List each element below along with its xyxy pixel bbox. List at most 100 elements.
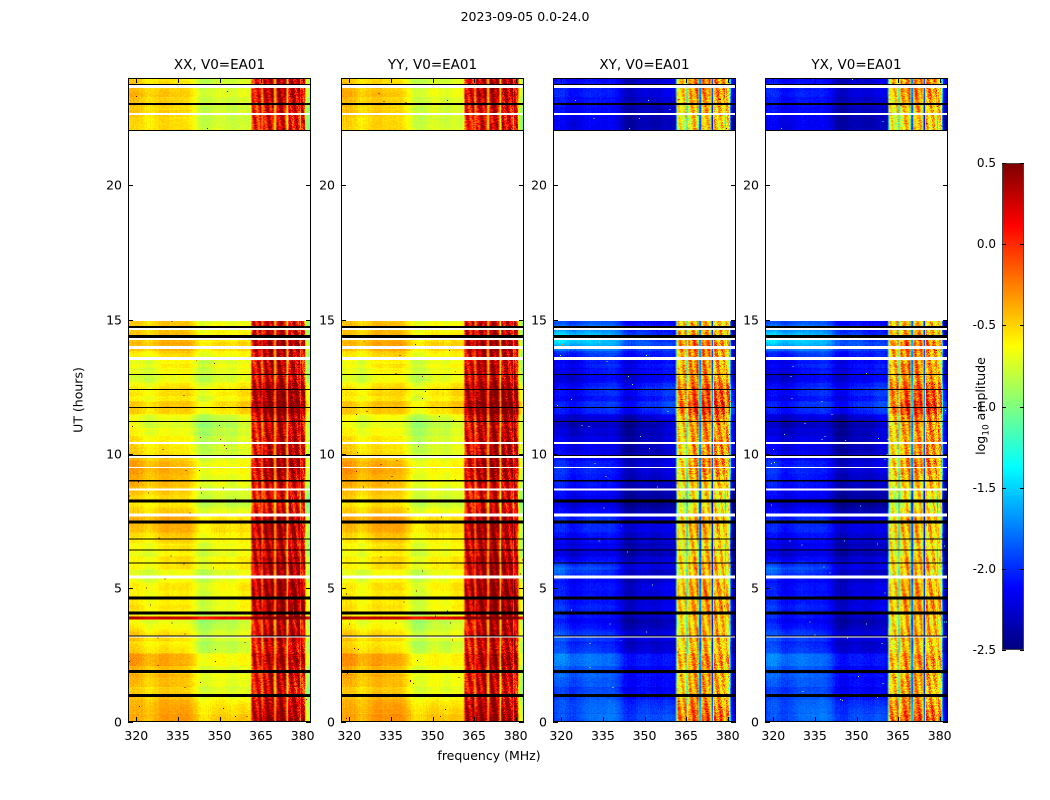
y-tick-mark	[731, 185, 736, 187]
colorbar-tick-mark	[1002, 650, 1006, 651]
x-tick-label: 350	[844, 728, 869, 743]
x-tick-mark	[177, 78, 179, 83]
colorbar-tick-mark	[1002, 568, 1006, 570]
y-tick-mark	[943, 453, 948, 455]
colorbar-tick-mark	[1002, 244, 1006, 246]
x-tick-label: 335	[802, 728, 827, 743]
y-tick-label: 0	[539, 714, 547, 730]
y-tick-label: 20	[319, 177, 335, 193]
y-tick-label: 5	[114, 580, 122, 596]
y-tick-mark	[341, 453, 346, 455]
y-tick-mark	[765, 319, 770, 321]
x-tick-mark	[773, 717, 775, 722]
y-tick-mark	[553, 587, 558, 589]
panel-title-xy: XY, V0=EA01	[599, 57, 690, 73]
x-tick-label: 380	[715, 728, 740, 743]
colorbar-tick-label: -1.0	[972, 399, 996, 414]
waterfall-image-xx	[129, 79, 310, 721]
waterfall-image-yy	[342, 79, 523, 721]
x-tick-mark	[432, 717, 434, 722]
x-tick-mark	[390, 78, 392, 83]
x-tick-mark	[390, 717, 392, 722]
y-tick-mark	[765, 185, 770, 187]
x-tick-mark	[136, 78, 138, 83]
y-tick-label: 0	[751, 714, 759, 730]
plot-area-xx[interactable]	[128, 78, 311, 722]
x-tick-mark	[219, 78, 221, 83]
plot-area-yx[interactable]	[765, 78, 948, 722]
y-tick-mark	[306, 453, 311, 455]
y-tick-mark	[765, 587, 770, 589]
y-tick-mark	[128, 453, 133, 455]
colorbar-tick-mark	[1020, 244, 1024, 246]
y-tick-label: 5	[327, 580, 335, 596]
y-tick-mark	[519, 185, 524, 187]
y-tick-label: 10	[319, 446, 335, 462]
y-tick-mark	[731, 587, 736, 589]
y-tick-label: 5	[751, 580, 759, 596]
colorbar-label-tail: amplitude	[972, 357, 988, 425]
x-tick-mark	[261, 717, 263, 722]
x-tick-label: 365	[674, 728, 699, 743]
panel-title-xx: XX, V0=EA01	[173, 57, 266, 73]
colorbar-tick-mark	[1002, 406, 1006, 408]
y-tick-label: 10	[106, 446, 122, 462]
panel-xy: XY, V0=EA01 0 5 10 15 20 320 335 350 365 380	[531, 57, 740, 743]
colorbar-tick-label: 0.5	[976, 156, 996, 170]
colorbar-tick-mark	[1002, 325, 1006, 327]
colorbar-label-sub: 10	[981, 424, 992, 436]
colorbar-tick-mark	[1020, 487, 1024, 489]
panel-xx: XX, V0=EA01 0 5 10 15 20 320 335 350 365 380	[106, 57, 315, 743]
colorbar-tick-label: -2.5	[972, 643, 996, 657]
x-tick-mark	[644, 78, 646, 83]
colorbar-tick-mark	[1020, 568, 1024, 570]
colorbar-tick-mark	[1020, 650, 1024, 651]
y-tick-mark	[731, 319, 736, 321]
plot-area-xy[interactable]	[553, 78, 736, 722]
y-axis-label: UT (hours)	[70, 367, 86, 433]
colorbar-gradient	[1003, 164, 1023, 649]
y-tick-label: 15	[106, 312, 122, 327]
plot-area-yy[interactable]	[341, 78, 524, 722]
x-tick-mark	[474, 78, 476, 83]
y-tick-mark	[731, 722, 736, 723]
y-tick-mark	[553, 185, 558, 187]
x-tick-label: 335	[378, 728, 403, 743]
x-tick-mark	[349, 717, 351, 722]
panel-yx: YX, V0=EA01 0 5 10 15 20 320 335 350 365 380	[743, 57, 952, 743]
waterfall-image-xy	[554, 79, 735, 721]
colorbar-tick-mark	[1020, 406, 1024, 408]
y-tick-label: 20	[106, 177, 122, 193]
x-tick-mark	[856, 78, 858, 83]
colorbar-tick-label: -2.0	[972, 561, 996, 576]
y-tick-mark	[519, 319, 524, 321]
x-tick-mark	[644, 717, 646, 722]
y-tick-label: 15	[531, 312, 547, 327]
x-tick-label: 365	[462, 728, 487, 743]
colorbar-tick-mark	[1020, 325, 1024, 327]
y-tick-label: 10	[531, 446, 547, 462]
y-tick-mark	[943, 587, 948, 589]
y-tick-mark	[341, 722, 346, 723]
x-tick-mark	[898, 717, 900, 722]
y-tick-label: 10	[743, 446, 759, 462]
x-tick-label: 320	[761, 728, 786, 743]
y-tick-mark	[519, 722, 524, 723]
y-tick-mark	[943, 722, 948, 723]
x-tick-label: 320	[549, 728, 574, 743]
y-tick-label: 0	[327, 714, 335, 730]
x-axis-label: frequency (MHz)	[437, 748, 541, 763]
y-tick-label: 20	[743, 177, 759, 193]
x-tick-label: 380	[503, 728, 528, 743]
y-tick-mark	[943, 319, 948, 321]
x-tick-label: 350	[207, 728, 232, 743]
x-tick-mark	[474, 717, 476, 722]
y-tick-mark	[553, 453, 558, 455]
y-tick-mark	[128, 319, 133, 321]
y-tick-mark	[306, 185, 311, 187]
x-tick-mark	[773, 78, 775, 83]
y-tick-mark	[306, 587, 311, 589]
colorbar-tick-mark	[1020, 163, 1024, 164]
x-tick-mark	[136, 717, 138, 722]
